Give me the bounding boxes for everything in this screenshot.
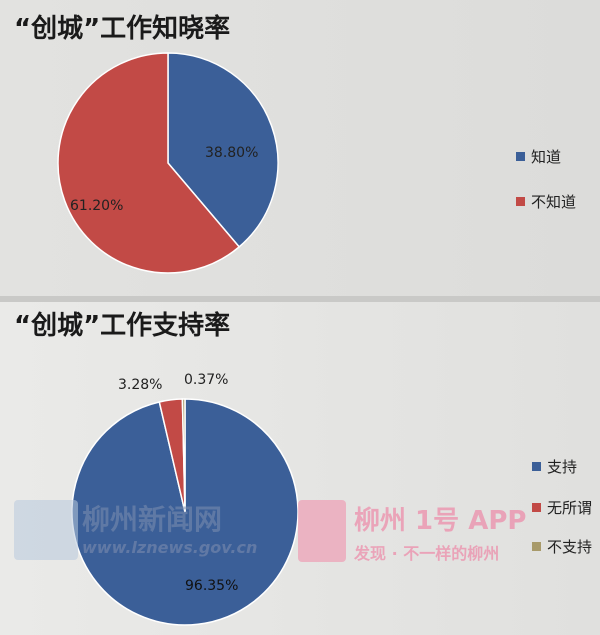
pie-slice-1-2 <box>181 398 186 513</box>
legend-label: 不支持 <box>547 538 593 556</box>
legend-label: 不知道 <box>531 193 577 211</box>
watermark-url: www.lznews.gov.cn <box>82 538 258 557</box>
watermark-slogan: 发现 · 不一样的柳州 <box>354 544 500 563</box>
legend-label: 知道 <box>531 148 562 166</box>
legend-label: 支持 <box>547 458 578 476</box>
divider <box>0 296 600 302</box>
legend-swatch <box>516 152 525 161</box>
watermark-text: 柳州新闻网 <box>82 503 223 536</box>
slice-label-1-1: 3.28% <box>118 377 163 393</box>
legend-label: 无所谓 <box>547 499 593 517</box>
watermark-text: 柳州 1号 APP <box>354 506 527 536</box>
pie-slice-0-0 <box>167 52 279 248</box>
legend-swatch <box>532 542 541 551</box>
chart-title-support: “创城”工作支持率 <box>14 311 231 341</box>
slice-label-0-0: 38.80% <box>205 145 259 161</box>
slice-label-1-0: 96.35% <box>185 578 239 594</box>
legend-swatch <box>532 462 541 471</box>
legend-swatch <box>516 197 525 206</box>
slice-label-1-2: 0.37% <box>184 372 229 388</box>
chart-title-awareness: “创城”工作知晓率 <box>14 14 231 44</box>
legend-support: 支持 无所谓 不支持 <box>532 456 592 577</box>
slice-label-0-1: 61.20% <box>70 198 124 214</box>
pie-slice-0-1 <box>57 52 241 274</box>
legend-swatch <box>532 503 541 512</box>
legend-awareness: 知道 不知道 <box>516 146 576 232</box>
